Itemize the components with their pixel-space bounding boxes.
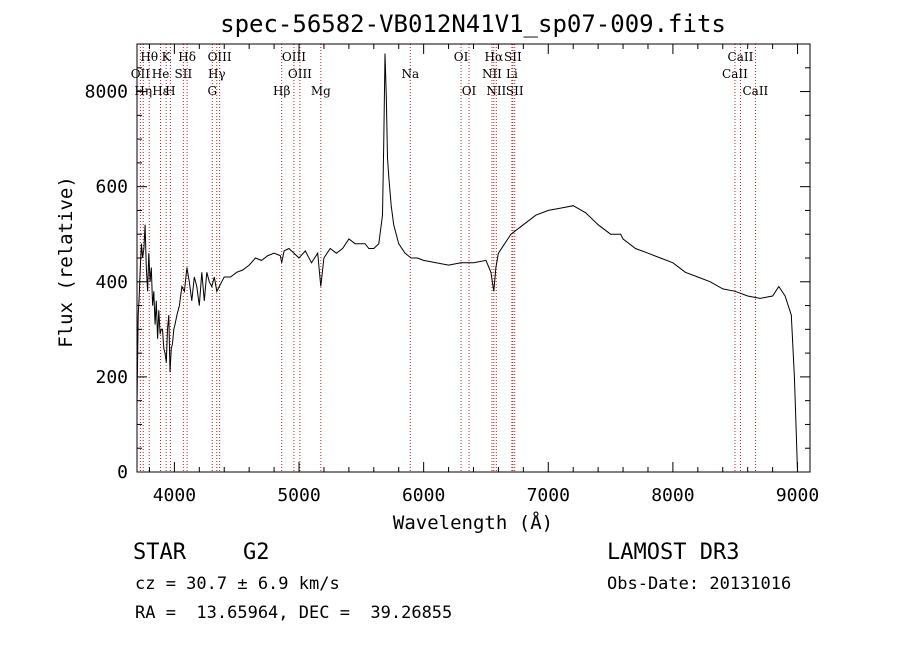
spectral-line-label: SII — [504, 50, 522, 64]
spectral-line-label: Hθ — [140, 50, 158, 64]
survey-name: LAMOST DR3 — [607, 540, 740, 565]
spectrum-series-line — [136, 53, 798, 473]
spectral-line-label: SII — [175, 67, 193, 81]
spectral-line-label: G — [207, 84, 217, 98]
object-class: STAR — [133, 540, 186, 565]
spectral-line-label: CaII — [742, 84, 768, 98]
x-tick-label: 4000 — [153, 485, 196, 506]
spectral-line-label: K — [162, 50, 172, 64]
spectral-line-label: Hα — [485, 50, 504, 64]
chart-title: spec-56582-VB012N41V1_sp07-009.fits — [220, 10, 726, 38]
spectral-line-label: SII — [506, 84, 524, 98]
spectral-line-label: OI — [462, 84, 477, 98]
y-tick-label: 600 — [95, 177, 128, 198]
redshift-cz: cz = 30.7 ± 6.9 km/s — [135, 574, 340, 594]
x-axis-ticks: 4000 5000 6000 7000 8000 9000 — [148, 44, 819, 506]
spectral-line-label: NII — [486, 84, 506, 98]
y-tick-label: 400 — [95, 272, 128, 293]
spectral-line-label: Hε — [152, 84, 169, 98]
coordinates: RA = 13.65964, DEC = 39.26855 — [135, 603, 453, 623]
spectral-line-markers — [139, 44, 756, 472]
observation-date: Obs-Date: 20131016 — [607, 574, 792, 594]
spectral-line-label: OIII — [208, 50, 232, 64]
y-axis-label: Flux (relative) — [55, 176, 77, 348]
spectral-line-label: Na — [401, 67, 419, 81]
y-axis-ticks: 0 200 400 600 8000 — [85, 67, 810, 483]
x-tick-label: 5000 — [277, 485, 320, 506]
spectral-line-label: He — [152, 67, 170, 81]
spectral-line-label: Hγ — [208, 67, 226, 81]
spectral-line-label: OIII — [282, 50, 306, 64]
spectral-line-label: Hη — [134, 84, 152, 98]
spectral-line-label: OIII — [288, 67, 312, 81]
y-tick-label: 8000 — [85, 82, 128, 103]
y-tick-label: 0 — [117, 462, 128, 483]
spectral-line-label: Hδ — [178, 50, 196, 64]
spectral-line-label: NII — [482, 67, 502, 81]
x-tick-label: 9000 — [776, 485, 819, 506]
x-tick-label: 8000 — [651, 485, 694, 506]
plot-frame — [136, 43, 811, 473]
x-tick-label: 7000 — [527, 485, 570, 506]
spectral-line-label: CaII — [728, 50, 754, 64]
spectral-line-label: OII — [131, 67, 151, 81]
spectral-line-label: Mg — [311, 84, 331, 98]
spectral-line-label: H — [165, 84, 175, 98]
spectral-line-label: OI — [454, 50, 469, 64]
spectral-line-label: CaII — [722, 67, 748, 81]
x-axis-label: Wavelength (Å) — [393, 511, 553, 534]
x-tick-label: 6000 — [402, 485, 445, 506]
y-tick-label: 200 — [95, 367, 128, 388]
spectral-line-label: Hβ — [273, 84, 290, 98]
object-subclass: G2 — [243, 540, 270, 565]
spectral-line-label: Li — [506, 67, 518, 81]
